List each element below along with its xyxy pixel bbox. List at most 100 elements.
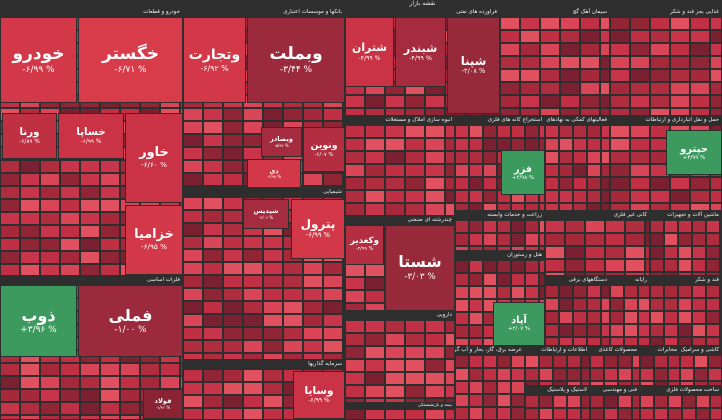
stock-cell xyxy=(445,164,455,177)
stock-cell xyxy=(345,303,365,311)
stock-cell xyxy=(469,355,483,368)
stock-cell xyxy=(303,173,323,186)
stock-cell xyxy=(678,272,692,276)
stock-cell xyxy=(497,286,511,299)
stock-cell xyxy=(640,408,654,420)
stock-cell xyxy=(610,298,624,311)
stock-cell xyxy=(60,251,80,264)
stock-cell xyxy=(345,333,365,346)
stock-cell xyxy=(573,125,587,138)
stock-cell xyxy=(223,395,243,408)
stock-cell xyxy=(203,353,223,360)
stock-cell xyxy=(670,56,690,69)
stock-cell xyxy=(710,30,722,43)
stock-cell xyxy=(525,220,539,233)
stock-cell xyxy=(650,298,664,311)
stock-cell xyxy=(243,369,263,382)
stock-cell xyxy=(680,381,694,386)
stock-tile: ذوب +۳/۹۶ % xyxy=(0,285,77,357)
stock-cell xyxy=(345,125,365,138)
stock-cell xyxy=(694,355,708,368)
stock-cell xyxy=(20,402,40,415)
stock-cell xyxy=(573,285,587,298)
sector-header: هتل و رستوران xyxy=(455,251,545,260)
stock-cell xyxy=(365,359,385,372)
sector-body: وبملت -۳/۴۴ % وتجارت -۶/۹۲ % ونوین -۶/۰۷ % وبص… xyxy=(183,17,345,188)
stock-cell xyxy=(545,298,559,311)
stock-cell xyxy=(203,314,223,327)
stock-cell xyxy=(243,314,263,327)
stock-cell xyxy=(497,368,511,381)
sector-body xyxy=(500,17,610,116)
stock-cell xyxy=(497,220,511,233)
stock-cell xyxy=(601,177,610,190)
stock-tile: شستا -۳/۰۳ % xyxy=(385,225,455,311)
stock-change: -۶/۹۹ % xyxy=(80,138,102,145)
sector-header: فراورده های نفتی xyxy=(345,8,500,17)
stock-cell xyxy=(203,327,223,340)
stock-cell xyxy=(455,299,469,312)
stock-cell xyxy=(690,30,710,43)
stock-cell xyxy=(405,385,425,398)
sector-body xyxy=(640,395,722,420)
stock-cell xyxy=(183,288,203,301)
stock-cell xyxy=(560,43,580,56)
stock-cell xyxy=(497,407,511,420)
stock-cell xyxy=(469,246,483,251)
stock-cell xyxy=(500,43,520,56)
stock-cell xyxy=(469,368,483,381)
stock-cell xyxy=(60,186,80,199)
stock-cell xyxy=(365,333,385,346)
stock-cell xyxy=(610,337,624,346)
stock-cell xyxy=(405,372,425,385)
stock-cell xyxy=(520,108,540,116)
stock-cell xyxy=(203,408,223,420)
stock-cell xyxy=(511,381,525,394)
stock-cell xyxy=(243,395,263,408)
stock-cell xyxy=(585,259,605,272)
stock-cell xyxy=(455,125,469,138)
stock-name: حپترو xyxy=(680,143,708,155)
stock-cell xyxy=(223,353,243,360)
stock-cell xyxy=(692,298,706,311)
stock-cell xyxy=(405,138,425,151)
stock-cell xyxy=(345,177,365,190)
stock-cell xyxy=(40,402,60,415)
stock-cell xyxy=(601,125,610,138)
stock-cell xyxy=(345,359,365,372)
stock-cell xyxy=(710,408,722,420)
stock-cell xyxy=(692,272,706,276)
stock-cell xyxy=(303,262,323,275)
stock-cell xyxy=(483,151,497,164)
stock-cell xyxy=(365,398,385,403)
stock-cell xyxy=(545,151,559,164)
stock-cell xyxy=(0,238,20,251)
stock-cell xyxy=(706,259,720,272)
stock-cell xyxy=(20,389,40,402)
stock-cell xyxy=(500,56,520,69)
stock-cell xyxy=(455,338,469,346)
stock-cell xyxy=(668,408,682,420)
stock-cell xyxy=(20,376,40,389)
stock-cell xyxy=(203,249,223,262)
stock-cell xyxy=(625,220,645,233)
stock-cell xyxy=(610,69,630,82)
stock-cell xyxy=(385,333,405,346)
stock-cell xyxy=(696,395,710,408)
stock-cell xyxy=(706,220,720,233)
stock-cell xyxy=(664,311,678,324)
stock-cell xyxy=(654,408,668,420)
stock-cell xyxy=(624,337,638,346)
stock-cell xyxy=(497,394,511,407)
stock-cell xyxy=(559,311,573,324)
stock-cell xyxy=(455,368,469,381)
stock-cell xyxy=(283,108,303,121)
stock-cell xyxy=(678,324,692,337)
stock-cell xyxy=(710,17,722,30)
stock-cell xyxy=(690,56,710,69)
stock-cell xyxy=(638,311,650,324)
stock-tile: وبصادر -۵/۹۷ % xyxy=(261,127,302,157)
stock-change: -۶/۰۷ % xyxy=(314,151,334,158)
stock-cell xyxy=(365,303,385,311)
stock-cell xyxy=(263,327,283,340)
